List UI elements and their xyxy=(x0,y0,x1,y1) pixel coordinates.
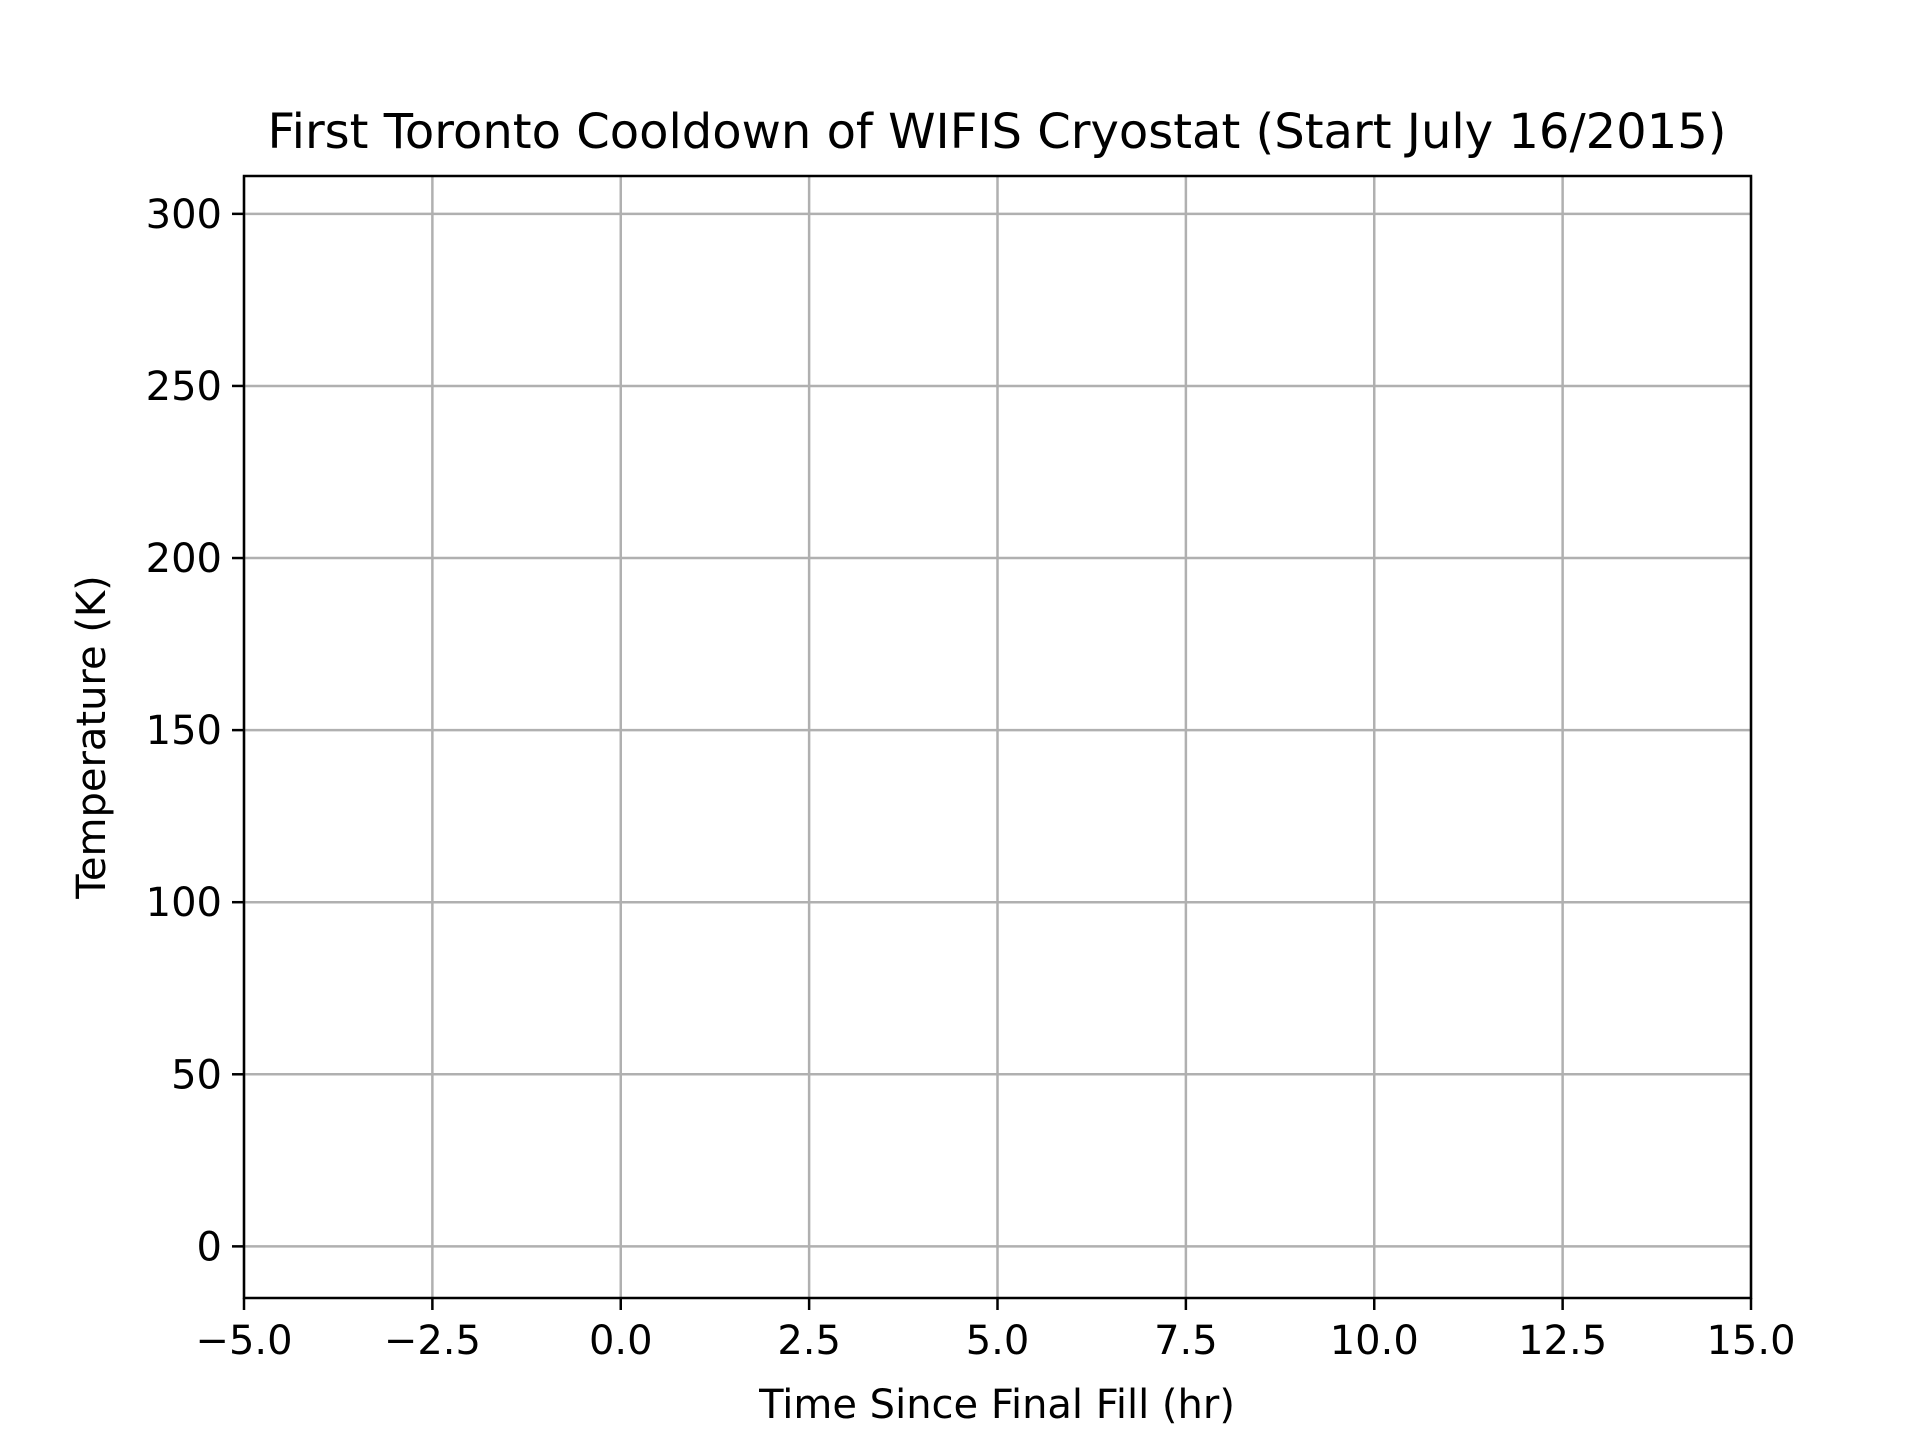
grid xyxy=(242,176,1753,1298)
y-tick-label: 200 xyxy=(146,536,222,582)
x-tick-label: −2.5 xyxy=(384,1318,481,1364)
x-tick-label: −5.0 xyxy=(195,1318,292,1364)
x-axis-label: Time Since Final Fill (hr) xyxy=(758,1382,1235,1428)
x-tick-label: 2.5 xyxy=(777,1318,841,1364)
y-axis-label: Temperature (K) xyxy=(69,575,115,900)
y-tick-label: 100 xyxy=(146,880,222,926)
y-tick-label: 250 xyxy=(146,364,222,410)
x-tick-label: 0.0 xyxy=(589,1318,653,1364)
y-tick-label: 300 xyxy=(146,192,222,238)
chart-title: First Toronto Cooldown of WIFIS Cryostat… xyxy=(267,104,1726,160)
x-tick-label: 5.0 xyxy=(966,1318,1030,1364)
x-tick-label: 10.0 xyxy=(1330,1318,1419,1364)
y-tick-label: 50 xyxy=(171,1052,222,1098)
y-tick-label: 0 xyxy=(197,1224,222,1270)
x-tick-label: 7.5 xyxy=(1154,1318,1218,1364)
x-tick-label: 12.5 xyxy=(1518,1318,1607,1364)
y-tick-label: 150 xyxy=(146,708,222,754)
ticks: −5.0 −2.5 0.0 2.5 5.0 7.5 10.0 12.5 15.0 0 50 100 15… xyxy=(146,192,1796,1364)
x-tick-label: 15.0 xyxy=(1706,1318,1795,1364)
